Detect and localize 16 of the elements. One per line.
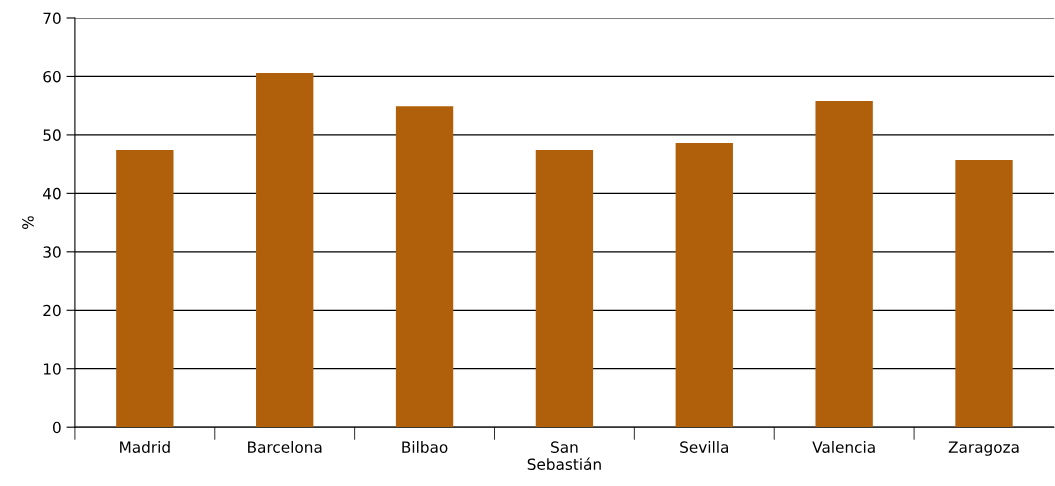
x-tick-label: San Sebastián <box>527 441 601 471</box>
x-tick-label: Madrid <box>120 441 170 453</box>
x-tick-label: Sevilla <box>680 441 729 453</box>
x-tick-label: Valencia <box>812 441 875 453</box>
y-tick-label: 10 <box>43 363 61 375</box>
y-tick-label: 0 <box>53 421 61 434</box>
x-tick-label: Bilbao <box>402 441 448 453</box>
y-tick-label: 60 <box>43 70 61 83</box>
y-tick-label: 40 <box>43 187 61 200</box>
x-tick-label: Zaragoza <box>948 441 1019 456</box>
y-tick-label: 30 <box>43 246 61 258</box>
y-tick-label: 70 <box>43 12 61 24</box>
y-tick-label: 50 <box>43 129 61 141</box>
x-tick-label: Barcelona <box>248 441 322 453</box>
y-tick-label: 20 <box>43 304 61 317</box>
y-axis-title: % <box>22 216 34 229</box>
